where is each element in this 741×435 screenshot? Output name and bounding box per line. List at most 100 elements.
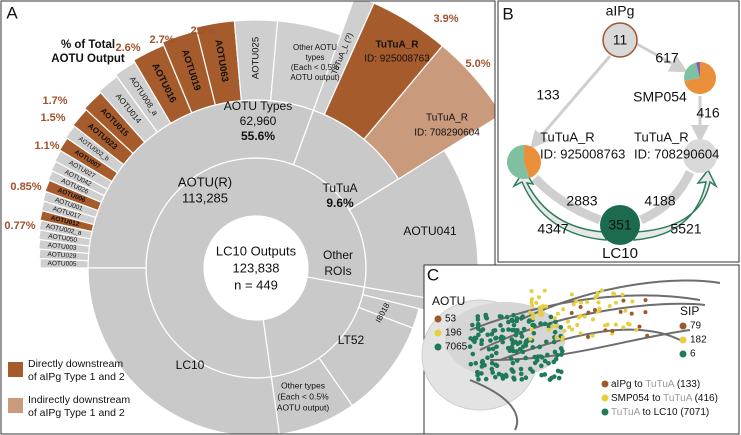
panel-c: C AOTU 53 196 7065 SIP 79 182 6 aIPg to TuTuA (13… <box>421 264 740 435</box>
synapse-dot <box>479 341 484 347</box>
legend-entry-part: to <box>652 393 661 404</box>
synapse-dot <box>597 307 602 312</box>
legend-swatch <box>8 398 23 413</box>
synapse-dot <box>493 335 499 341</box>
synapse-dot <box>551 339 557 345</box>
synapse-dot <box>470 351 476 357</box>
synapse-dot <box>509 337 515 342</box>
ring3-label: TuTuA_R <box>426 113 468 124</box>
panel-label: C <box>427 265 439 284</box>
synapse-dot <box>510 368 516 374</box>
synapse-dot <box>489 360 495 366</box>
region-count: 79 <box>690 321 702 332</box>
synapse-dot <box>569 311 574 316</box>
synapse-dot <box>531 330 537 336</box>
ring3-label: ID: 925008763 <box>364 54 430 65</box>
synapse-dot <box>485 332 491 338</box>
percent-label: 3.9% <box>433 13 458 25</box>
edge <box>531 174 602 225</box>
synapse-dot <box>514 358 520 363</box>
synapse-dot <box>546 324 552 329</box>
ring3-label: AOTU050 <box>48 233 78 244</box>
synapse-dot <box>475 326 481 331</box>
synapse-dot <box>542 358 548 364</box>
legend-title: % of Total <box>61 39 115 51</box>
synapse-dot <box>534 300 539 305</box>
ring3-label: AOTU output) <box>290 73 340 82</box>
percent-label: 1.7% <box>42 95 67 107</box>
ring2-label: AOTU Types <box>224 99 292 113</box>
synapse-dot <box>513 332 519 338</box>
synapse-dot <box>592 307 597 312</box>
node-count: 11 <box>613 32 628 48</box>
synapse-dot <box>553 319 558 325</box>
synapse-dot <box>479 364 485 369</box>
synapse-dot <box>552 316 557 321</box>
panel-a: LC10 Outputs 123,838 n = 449 AOTU(R)113,285… <box>4 1 495 434</box>
ring1-label: Other <box>323 248 353 262</box>
synapse-dot <box>479 338 485 343</box>
synapse-dot <box>532 323 537 329</box>
synapse-dot <box>530 345 536 350</box>
synapse-dot <box>528 366 533 372</box>
synapse-dot <box>535 354 541 359</box>
synapse-dot <box>473 360 479 366</box>
synapse-dot <box>552 329 558 335</box>
synapse-dot <box>500 327 506 333</box>
synapse-dot <box>490 346 496 352</box>
synapse-dot <box>518 330 524 336</box>
legend-dot <box>434 315 442 323</box>
synapse-dot <box>599 288 604 293</box>
synapse-dot <box>561 307 566 312</box>
percent-label: 1.1% <box>34 140 59 152</box>
legend-dot <box>601 408 609 416</box>
synapse-dot <box>605 322 610 327</box>
synapse-dot <box>579 300 584 305</box>
legend-dot <box>679 336 687 344</box>
panel-label: A <box>6 3 18 22</box>
synapse-dot <box>618 309 623 314</box>
percent-label: 2.9% <box>190 25 215 37</box>
ring2-label: AOTU041 <box>403 224 457 238</box>
synapse-dot <box>485 355 490 361</box>
synapse-dot <box>540 304 545 309</box>
synapse-dot <box>565 319 570 324</box>
panel-b: B 11 351 aIPg SMP054 TuTuA_R ID: 925008763 TuTu… <box>497 0 740 263</box>
legend-entry-part: TuTuA <box>663 393 693 404</box>
legend-text: Indirectly downstream <box>28 394 130 406</box>
synapse-dot <box>472 335 478 341</box>
neurite <box>469 379 519 431</box>
ring2-label: 55.6% <box>241 129 275 143</box>
synapse-dot <box>555 352 560 358</box>
synapse-dot <box>499 314 504 320</box>
region-count: 7065 <box>445 342 468 353</box>
synapse-dot <box>480 327 486 332</box>
synapse-dot <box>488 338 493 343</box>
synapse-dot <box>546 361 551 366</box>
synapse-dot <box>521 326 527 332</box>
synapse-dot <box>539 372 544 378</box>
legend-dot <box>679 322 687 330</box>
synapse-dot <box>559 352 564 357</box>
synapse-dot <box>560 337 565 342</box>
center-label: 123,838 <box>233 260 280 275</box>
percent-label: 5.0% <box>465 58 490 70</box>
synapse-dot <box>529 300 534 305</box>
synapse-dot <box>634 327 639 332</box>
synapse-dot <box>496 371 502 377</box>
synapse-dot <box>537 344 542 350</box>
synapse-dot <box>591 317 596 322</box>
ring1-label: AOTU(R) <box>178 174 232 189</box>
node-pie-slice <box>684 62 700 81</box>
region-title: AOTU <box>432 294 465 308</box>
ring3-label: AOTU029 <box>47 251 77 260</box>
synapse-dot <box>511 322 517 328</box>
ring2-label: 9.6% <box>326 196 354 210</box>
synapse-dot <box>514 318 519 324</box>
ring3-label: AOTU005 <box>48 260 77 268</box>
ring2-segment <box>87 267 280 434</box>
synapse-dot <box>545 352 550 358</box>
synapse-dot <box>491 328 496 334</box>
synapse-dot <box>534 358 540 363</box>
synapse-dot <box>468 361 474 367</box>
